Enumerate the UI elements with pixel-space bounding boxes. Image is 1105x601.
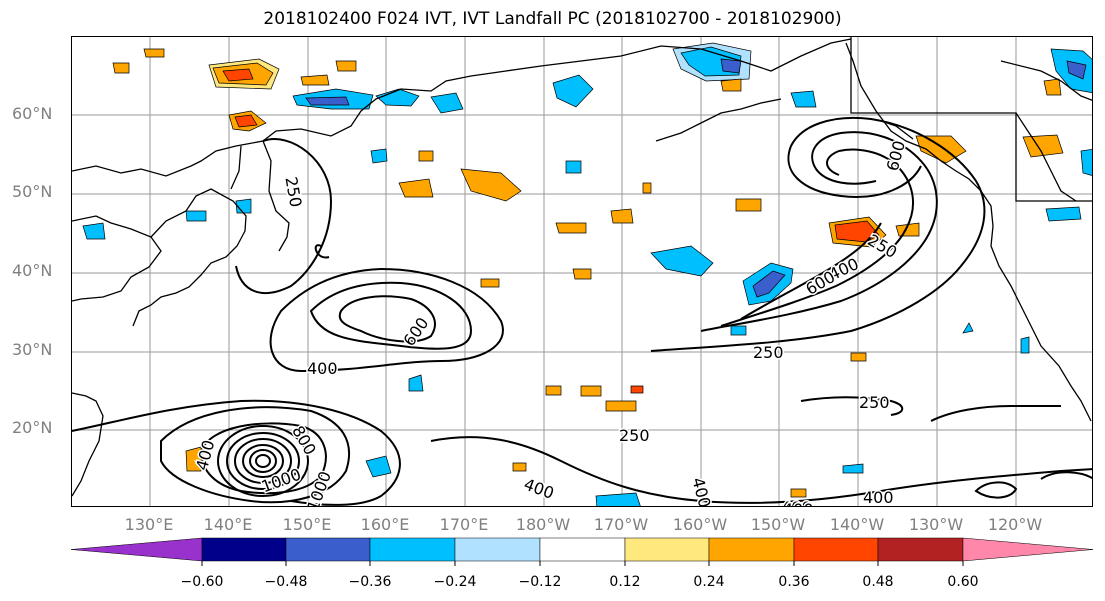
contour-label: 400 [781, 498, 812, 507]
colorbar-segment [454, 537, 541, 562]
lat-label-40: 40°N [12, 261, 53, 280]
colorbar-segment [285, 537, 371, 562]
lon-label-140w: 140°W [829, 515, 885, 534]
colorbar-tick-marks [201, 561, 964, 566]
colorbar-tick-label: 0.60 [947, 574, 979, 590]
contour-labels: 250 250 250 250 400 400 400 400 400 600 … [191, 137, 911, 507]
lon-label-140e: 140°E [203, 515, 253, 534]
lat-label-30: 30°N [12, 340, 53, 359]
colorbar-segment [793, 537, 879, 562]
contour-label: 400 [783, 500, 814, 507]
lon-label-160w: 160°W [672, 515, 728, 534]
lon-label-160e: 160°E [360, 515, 410, 534]
lon-label-150e: 150°E [282, 515, 332, 534]
lon-label-170w: 170°W [593, 515, 649, 534]
negative-patches [82, 42, 1092, 506]
colorbar-tick-label: −0.36 [348, 574, 392, 590]
colorbar-segment [201, 537, 287, 562]
contour-label: 400 [307, 359, 338, 378]
colorbar-segment [877, 537, 964, 562]
map-svg: 250 250 250 250 400 400 400 400 400 600 … [72, 37, 1092, 507]
lat-label-50: 50°N [12, 182, 53, 201]
positive-patches [112, 48, 1064, 498]
colorbar-tick-label: 0.24 [693, 574, 725, 590]
colorbar-segments [70, 537, 1094, 562]
chart-title: 2018102400 F024 IVT, IVT Landfall PC (20… [263, 9, 842, 29]
colorbar-segment [624, 537, 710, 562]
colorbar-tick-label: −0.24 [433, 574, 477, 590]
lon-label-130e: 130°E [124, 515, 174, 534]
colorbar-tick-label: −0.12 [518, 574, 562, 590]
colorbar-tick-label: 0.12 [609, 574, 641, 590]
contour-label: 250 [753, 343, 784, 362]
ivt-contours [72, 116, 1092, 506]
map-panel: 250 250 250 250 400 400 400 400 400 600 … [71, 36, 1093, 507]
lon-label-180w: 180°W [515, 515, 571, 534]
colorbar-segment [70, 537, 203, 562]
lon-label-150w: 150°W [750, 515, 806, 534]
contour-label: 400 [863, 488, 894, 507]
lon-label-130w: 130°W [908, 515, 964, 534]
lat-label-20: 20°N [12, 418, 53, 437]
lat-label-60: 60°N [12, 104, 53, 123]
lon-label-120w: 120°W [987, 515, 1043, 534]
contour-label: 250 [619, 426, 650, 445]
colorbar-segment [369, 537, 456, 562]
contour-label: 250 [859, 393, 890, 412]
colorbar-tick-label: 0.48 [862, 574, 894, 590]
colorbar-segment [539, 537, 626, 562]
lon-label-170e: 170°E [439, 515, 489, 534]
colorbar-tick-label: 0.36 [778, 574, 810, 590]
colorbar-segment [962, 537, 1094, 562]
colorbar-segment [708, 537, 795, 562]
colorbar-tick-label: −0.48 [264, 574, 308, 590]
colorbar-tick-label: −0.60 [180, 574, 224, 590]
